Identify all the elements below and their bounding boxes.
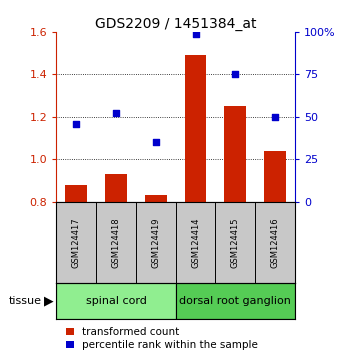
Text: GSM124417: GSM124417 (72, 217, 81, 268)
Text: GSM124418: GSM124418 (112, 217, 120, 268)
Bar (184, 55, 206, 202)
Title: GDS2209 / 1451384_at: GDS2209 / 1451384_at (95, 17, 256, 31)
Text: spinal cord: spinal cord (86, 296, 146, 306)
Text: GSM124419: GSM124419 (151, 217, 160, 268)
Point (233, 72, 238, 77)
Text: GSM124416: GSM124416 (270, 217, 280, 268)
Text: GSM124415: GSM124415 (231, 217, 240, 268)
Point (113, 110, 119, 116)
Bar (176, 283, 295, 319)
Point (153, 139, 159, 145)
Text: ▶: ▶ (44, 295, 54, 307)
Point (73, 121, 79, 126)
Point (193, 31, 198, 36)
Bar (264, 151, 286, 202)
Text: dorsal root ganglion: dorsal root ganglion (179, 296, 291, 306)
Point (272, 114, 278, 120)
Text: GSM124414: GSM124414 (191, 217, 200, 268)
Text: tissue: tissue (9, 296, 42, 306)
Legend: transformed count, percentile rank within the sample: transformed count, percentile rank withi… (66, 327, 258, 350)
Bar (56, 283, 176, 319)
Bar (105, 174, 127, 202)
Bar (65, 185, 87, 202)
Bar (224, 106, 246, 202)
Bar (145, 195, 167, 202)
